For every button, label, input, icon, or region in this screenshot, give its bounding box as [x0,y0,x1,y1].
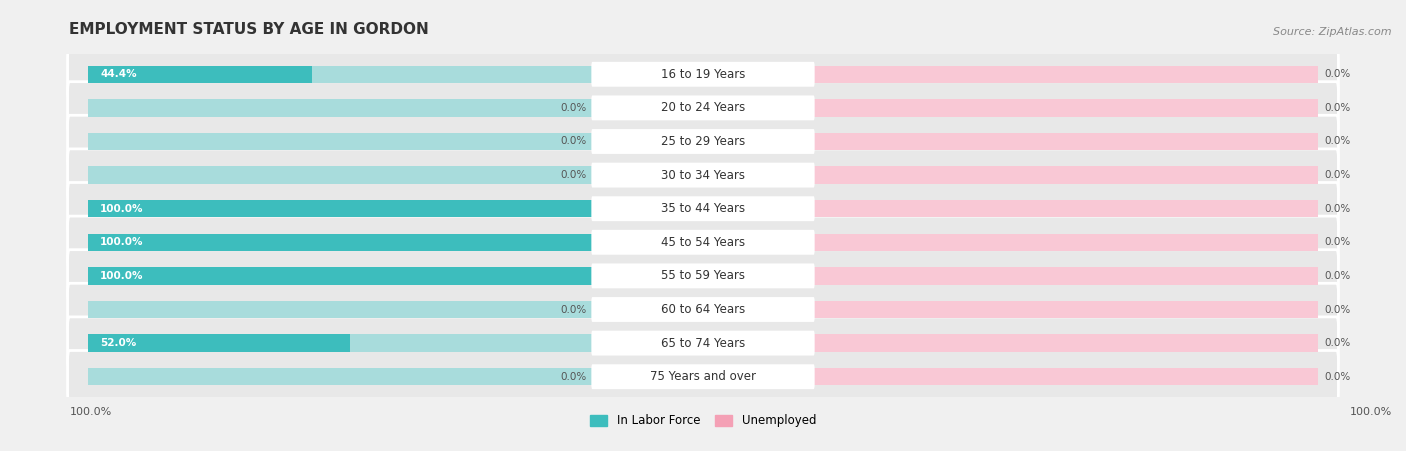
FancyBboxPatch shape [67,216,1339,268]
Text: 0.0%: 0.0% [1324,137,1351,147]
Text: 0.0%: 0.0% [1324,103,1351,113]
Text: 0.0%: 0.0% [560,304,586,314]
Text: 44.4%: 44.4% [100,69,136,79]
Text: 52.0%: 52.0% [100,338,136,348]
Text: 100.0%: 100.0% [1350,407,1392,417]
Text: 0.0%: 0.0% [1324,237,1351,247]
Bar [87,334,592,352]
Bar [814,65,1319,83]
FancyBboxPatch shape [592,96,814,120]
Bar [814,166,1319,184]
Bar [814,301,1319,318]
Text: 0.0%: 0.0% [1324,372,1351,382]
Bar [814,234,1319,251]
FancyBboxPatch shape [67,48,1339,101]
Bar [814,368,1319,386]
Text: 55 to 59 Years: 55 to 59 Years [661,269,745,282]
Bar [87,99,592,117]
Bar [87,301,592,318]
Bar [87,267,592,285]
Text: 100.0%: 100.0% [100,271,143,281]
Text: 45 to 54 Years: 45 to 54 Years [661,236,745,249]
Text: 0.0%: 0.0% [1324,338,1351,348]
FancyBboxPatch shape [67,317,1339,369]
Text: 0.0%: 0.0% [1324,304,1351,314]
FancyBboxPatch shape [67,149,1339,201]
FancyBboxPatch shape [592,331,814,355]
Text: 0.0%: 0.0% [1324,271,1351,281]
FancyBboxPatch shape [592,263,814,288]
FancyBboxPatch shape [67,115,1339,168]
Bar [87,65,592,83]
Text: EMPLOYMENT STATUS BY AGE IN GORDON: EMPLOYMENT STATUS BY AGE IN GORDON [69,22,429,37]
Bar [87,234,592,251]
FancyBboxPatch shape [592,163,814,188]
Text: 60 to 64 Years: 60 to 64 Years [661,303,745,316]
Text: 0.0%: 0.0% [560,137,586,147]
Text: 0.0%: 0.0% [1324,69,1351,79]
Bar [87,334,350,352]
FancyBboxPatch shape [67,183,1339,235]
Bar [87,200,592,217]
Text: 65 to 74 Years: 65 to 74 Years [661,336,745,350]
Bar [87,234,592,251]
Bar [814,334,1319,352]
Bar [87,368,592,386]
Text: 100.0%: 100.0% [100,237,143,247]
Text: 100.0%: 100.0% [69,407,111,417]
Text: 0.0%: 0.0% [560,170,586,180]
FancyBboxPatch shape [592,196,814,221]
FancyBboxPatch shape [67,350,1339,403]
Text: 20 to 24 Years: 20 to 24 Years [661,101,745,115]
Text: 30 to 34 Years: 30 to 34 Years [661,169,745,182]
FancyBboxPatch shape [592,230,814,255]
Text: 75 Years and over: 75 Years and over [650,370,756,383]
Text: 0.0%: 0.0% [1324,204,1351,214]
FancyBboxPatch shape [67,82,1339,134]
Bar [87,133,592,150]
FancyBboxPatch shape [67,283,1339,336]
Text: 0.0%: 0.0% [1324,170,1351,180]
Bar [814,267,1319,285]
Bar [87,200,592,217]
Text: 25 to 29 Years: 25 to 29 Years [661,135,745,148]
Legend: In Labor Force, Unemployed: In Labor Force, Unemployed [585,410,821,432]
Bar [814,133,1319,150]
FancyBboxPatch shape [592,297,814,322]
Bar [87,65,312,83]
FancyBboxPatch shape [592,364,814,389]
FancyBboxPatch shape [592,129,814,154]
Text: 35 to 44 Years: 35 to 44 Years [661,202,745,215]
Text: 0.0%: 0.0% [560,103,586,113]
Bar [814,99,1319,117]
Bar [87,267,592,285]
Text: 0.0%: 0.0% [560,372,586,382]
FancyBboxPatch shape [592,62,814,87]
Text: 16 to 19 Years: 16 to 19 Years [661,68,745,81]
Bar [814,200,1319,217]
Text: Source: ZipAtlas.com: Source: ZipAtlas.com [1274,28,1392,37]
FancyBboxPatch shape [67,250,1339,302]
Bar [87,166,592,184]
Text: 100.0%: 100.0% [100,204,143,214]
